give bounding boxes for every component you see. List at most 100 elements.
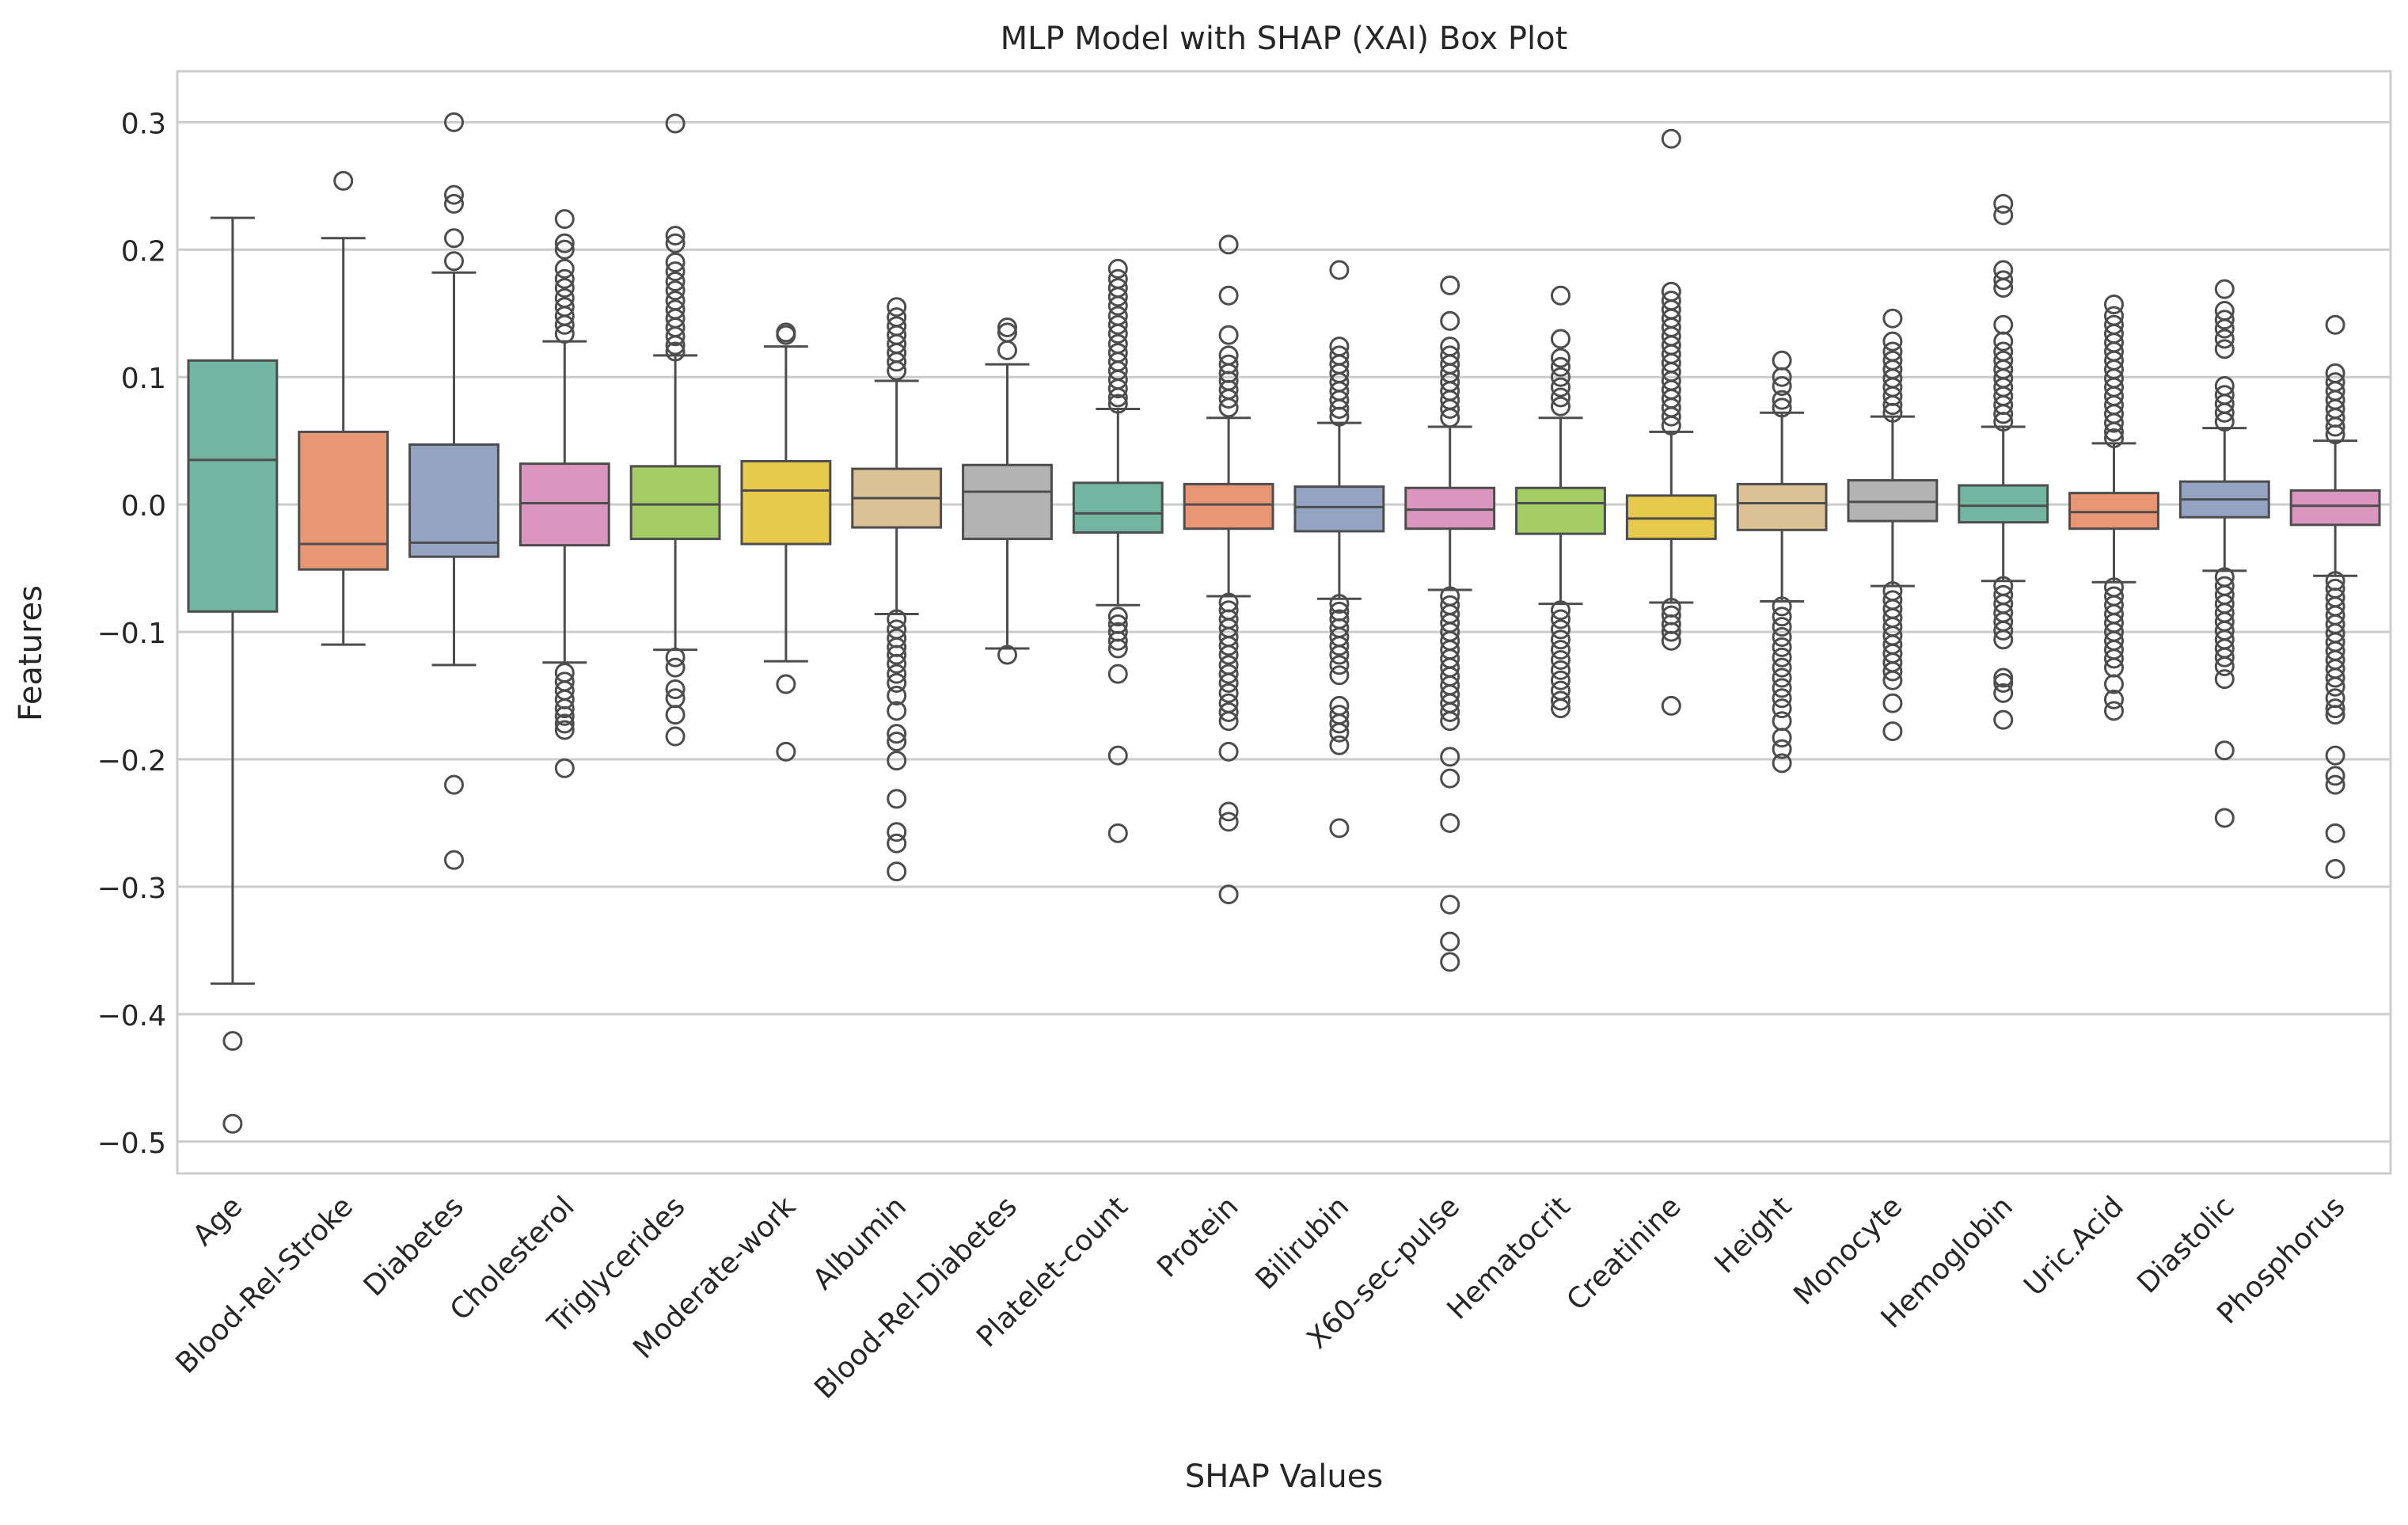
outlier-point	[1107, 394, 1128, 414]
y-tick-label: 0.1	[121, 363, 166, 395]
outlier-point	[1772, 617, 1792, 637]
outlier-point	[2104, 648, 2124, 669]
outlier-point	[1882, 721, 1903, 742]
outlier-point	[1772, 728, 1792, 748]
outlier-point	[1218, 397, 1239, 418]
box-group	[962, 317, 1053, 665]
outlier-point	[2325, 823, 2345, 843]
outlier-point	[1329, 665, 1350, 686]
outlier-point	[2325, 314, 2345, 335]
outlier-point	[554, 698, 575, 719]
outlier-point	[1218, 664, 1239, 684]
outlier-point	[1107, 607, 1128, 627]
outlier-point	[1661, 630, 1681, 651]
outlier-point	[665, 252, 686, 272]
outlier-point	[997, 340, 1017, 360]
box-iqr	[2289, 489, 2381, 527]
outlier-point	[444, 251, 464, 272]
box-iqr	[408, 443, 499, 558]
outlier-point	[1993, 412, 2014, 432]
outlier-point	[1107, 314, 1128, 335]
outlier-point	[1440, 812, 1460, 833]
box-iqr	[1958, 484, 2049, 524]
outlier-point	[1551, 387, 1571, 408]
outlier-point	[665, 233, 686, 253]
outlier-point	[665, 647, 686, 667]
outlier-point	[2104, 428, 2124, 448]
y-axis-label: Features	[13, 585, 49, 721]
outlier-point	[887, 751, 907, 771]
outlier-point	[1551, 619, 1571, 640]
outlier-point	[887, 664, 907, 684]
outlier-point	[1218, 285, 1239, 306]
box-group	[2289, 314, 2381, 879]
outlier-point	[2104, 294, 2124, 314]
box-iqr	[1625, 494, 1717, 541]
box-iqr	[187, 359, 279, 613]
outlier-point	[665, 726, 686, 747]
outlier-point	[1218, 702, 1239, 722]
plot-frame	[176, 70, 2392, 1175]
box-iqr	[518, 462, 610, 547]
x-axis-label: SHAP Values	[1185, 1458, 1383, 1495]
outlier-point	[1107, 638, 1128, 659]
outlier-point	[665, 261, 686, 282]
outlier-point	[1882, 331, 1903, 352]
outlier-point	[997, 645, 1017, 665]
outlier-point	[1440, 711, 1460, 732]
outlier-point	[1772, 678, 1792, 698]
outlier-point	[1329, 722, 1350, 743]
outlier-point	[1993, 672, 2014, 693]
outlier-point	[1551, 285, 1571, 306]
outlier-point	[776, 325, 796, 345]
outlier-point	[1329, 713, 1350, 734]
outlier-point	[1107, 378, 1128, 399]
outlier-point	[554, 258, 575, 279]
outlier-point	[2214, 279, 2235, 299]
outlier-point	[1661, 695, 1681, 716]
outlier-point	[1882, 670, 1903, 690]
outlier-point	[1661, 406, 1681, 427]
box-layer	[187, 112, 2381, 1134]
outlier-point	[1218, 741, 1239, 762]
outlier-point	[1772, 647, 1792, 667]
outlier-point	[1107, 295, 1128, 316]
outlier-point	[1993, 709, 2014, 730]
outlier-point	[2325, 667, 2345, 688]
outlier-point	[1440, 768, 1460, 789]
box-group	[1072, 258, 1164, 843]
outlier-point	[1551, 649, 1571, 670]
outlier-point	[1551, 377, 1571, 397]
outlier-point	[1772, 627, 1792, 648]
box-group	[1625, 128, 1717, 716]
outlier-point	[1329, 406, 1350, 427]
box-group	[1847, 308, 1939, 742]
outlier-point	[1882, 402, 1903, 423]
box-group	[740, 322, 832, 762]
outlier-point	[1772, 667, 1792, 688]
box-group	[408, 112, 499, 870]
outlier-point	[554, 720, 575, 740]
box-iqr	[2068, 492, 2159, 531]
y-tick-label: −0.1	[97, 618, 166, 650]
outlier-point	[1551, 367, 1571, 387]
y-tick-label: −0.3	[97, 873, 166, 905]
outlier-point	[1882, 308, 1903, 329]
outlier-point	[1993, 205, 2014, 226]
outlier-point	[776, 741, 796, 762]
outlier-point	[1329, 398, 1350, 419]
box-iqr	[1736, 482, 1828, 531]
outlier-point	[1107, 324, 1128, 344]
outlier-point	[444, 228, 464, 249]
outlier-point	[1440, 398, 1460, 419]
outlier-point	[554, 233, 575, 253]
outlier-point	[2214, 656, 2235, 677]
box-iqr	[1072, 481, 1164, 534]
outlier-point	[2214, 402, 2235, 423]
outlier-point	[1329, 636, 1350, 656]
outlier-point	[554, 278, 575, 299]
outlier-point	[554, 209, 575, 230]
outlier-point	[1440, 931, 1460, 952]
outlier-point	[887, 789, 907, 809]
